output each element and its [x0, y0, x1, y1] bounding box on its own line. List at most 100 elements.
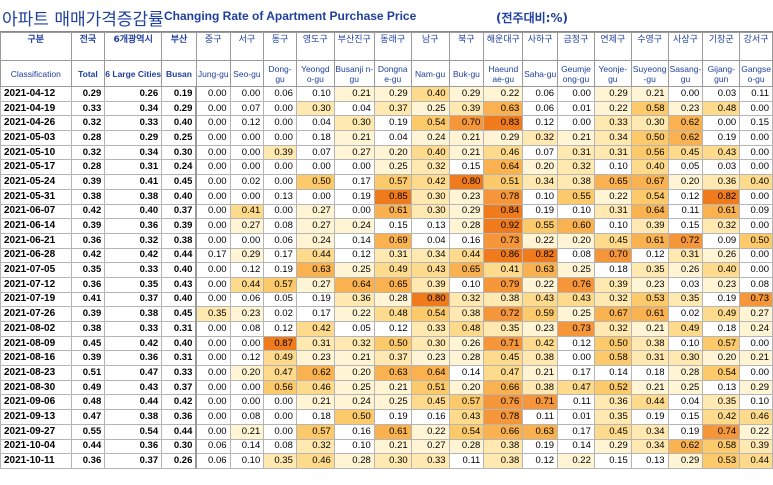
- rate-cell: 0.12: [667, 188, 704, 205]
- rate-cell: 0.20: [557, 232, 595, 249]
- rate-cell: 0.18: [295, 409, 335, 425]
- rate-cell: 0.82: [522, 247, 559, 264]
- rate-cell: 0.10: [333, 438, 375, 455]
- rate-cell: 0.05: [263, 291, 297, 308]
- row-date: 2021-04-12: [0, 86, 72, 102]
- rate-cell: 0.50: [333, 409, 375, 425]
- rate-cell: 0.32: [70, 115, 106, 132]
- rate-cell: 0.34: [593, 130, 632, 146]
- rate-cell: 0.00: [739, 335, 773, 352]
- rate-cell: 0.00: [557, 350, 595, 367]
- rate-cell: 0.70: [593, 247, 632, 264]
- rate-cell: 0.00: [195, 218, 231, 234]
- column-header-ko: 구분: [0, 32, 72, 61]
- column-header-ko: 사하구: [522, 32, 559, 61]
- rate-cell: 0.49: [373, 262, 412, 278]
- row-date: 2021-06-14: [0, 218, 72, 234]
- rate-cell: 0.40: [161, 188, 198, 205]
- rate-cell: 0.23: [522, 321, 559, 337]
- rate-cell: 0.33: [161, 365, 198, 381]
- rate-cell: 0.00: [295, 188, 335, 205]
- rate-cell: 0.18: [593, 262, 632, 278]
- rate-cell: 0.00: [229, 144, 265, 161]
- title-unit: (전주대비:%): [496, 11, 568, 25]
- rate-cell: 0.09: [739, 203, 773, 220]
- rate-cell: 0.00: [195, 262, 231, 278]
- rate-cell: 0.39: [70, 306, 106, 322]
- column-header-ko: 연제구: [593, 32, 632, 61]
- rate-cell: 0.74: [702, 423, 741, 440]
- table-row: 2021-08-16 0.39 0.36 0.31 0.00 0.12 0.49 0.23 0.…: [0, 350, 773, 367]
- rate-cell: 0.50: [373, 335, 412, 352]
- rate-cell: 0.51: [410, 379, 450, 396]
- rate-cell: 0.15: [448, 159, 485, 176]
- rate-cell: 0.31: [373, 247, 412, 264]
- rate-cell: 0.39: [593, 276, 632, 293]
- rate-cell: 0.28: [70, 130, 106, 146]
- rate-cell: 0.78: [483, 188, 524, 205]
- rate-cell: 0.50: [630, 130, 669, 146]
- rate-cell: 0.44: [739, 453, 773, 469]
- table-row: 2021-10-04 0.44 0.36 0.30 0.06 0.14 0.08 0.32 0.…: [0, 438, 773, 455]
- rate-cell: 0.63: [295, 262, 335, 278]
- rate-cell: 0.44: [630, 394, 669, 411]
- rate-cell: 0.29: [161, 100, 198, 117]
- rate-cell: 0.33: [593, 115, 632, 132]
- rate-cell: 0.37: [104, 453, 163, 469]
- rate-cell: 0.38: [104, 188, 163, 205]
- rate-cell: 0.34: [104, 144, 163, 161]
- rate-cell: 0.00: [195, 188, 231, 205]
- rate-cell: 0.63: [522, 262, 559, 278]
- rate-cell: 0.64: [333, 276, 375, 293]
- rate-cell: 0.21: [333, 130, 375, 146]
- table-row: 2021-09-13 0.47 0.38 0.36 0.00 0.08 0.00 0.18 0.…: [0, 409, 773, 425]
- row-date: 2021-08-23: [0, 365, 72, 381]
- rate-cell: 0.19: [702, 291, 741, 308]
- rate-cell: 0.49: [667, 321, 704, 337]
- rate-cell: 0.40: [161, 115, 198, 132]
- table-row: 2021-06-28 0.42 0.42 0.44 0.17 0.29 0.17 0.44 0.…: [0, 247, 773, 264]
- rate-cell: 0.25: [161, 130, 198, 146]
- rate-cell: 0.46: [739, 409, 773, 425]
- rate-cell: 0.12: [229, 115, 265, 132]
- rate-cell: 0.84: [483, 203, 524, 220]
- rate-cell: 0.04: [295, 115, 335, 132]
- table-row: 2021-04-26 0.32 0.33 0.40 0.00 0.12 0.00 0.04 0.…: [0, 115, 773, 132]
- rate-cell: 0.21: [448, 144, 485, 161]
- rate-cell: 0.10: [229, 453, 265, 469]
- rate-cell: 0.69: [373, 232, 412, 249]
- rate-cell: 0.32: [104, 232, 163, 249]
- rate-cell: 0.29: [373, 86, 412, 102]
- rate-cell: 0.00: [739, 247, 773, 264]
- rate-cell: 0.45: [667, 144, 704, 161]
- rate-cell: 0.15: [739, 115, 773, 132]
- rate-cell: 0.61: [373, 203, 412, 220]
- column-header-ko: 북구: [448, 32, 485, 61]
- rate-cell: 0.25: [410, 100, 450, 117]
- rate-cell: 0.44: [161, 247, 198, 264]
- table-row: 2021-05-10 0.32 0.34 0.30 0.00 0.00 0.39 0.07 0.…: [0, 144, 773, 161]
- rate-cell: 0.28: [448, 438, 485, 455]
- rate-cell: 0.15: [593, 453, 632, 469]
- rate-cell: 0.21: [630, 379, 669, 396]
- rate-cell: 0.00: [195, 335, 231, 352]
- rate-cell: 0.48: [373, 306, 412, 322]
- column-header-ko: 부산: [161, 32, 197, 61]
- rate-cell: 0.12: [522, 115, 559, 132]
- rate-cell: 0.00: [195, 379, 231, 396]
- rate-cell: 0.63: [373, 365, 412, 381]
- rate-cell: 0.66: [483, 423, 524, 440]
- rate-cell: 0.21: [522, 365, 559, 381]
- rate-cell: 0.04: [410, 232, 450, 249]
- rate-cell: 0.42: [70, 203, 106, 220]
- column-header-en: Gangse o-gu: [739, 60, 773, 87]
- rate-cell: 0.19: [667, 423, 704, 440]
- column-header-en: Buk-gu: [448, 60, 485, 87]
- column-header-en: Suyeong -gu: [630, 60, 669, 87]
- rate-cell: 0.13: [410, 218, 450, 234]
- column-header-ko: 동래구: [373, 32, 412, 61]
- rate-cell: 0.00: [229, 130, 265, 146]
- rate-cell: 0.00: [229, 394, 265, 411]
- rate-cell: 0.42: [410, 174, 450, 190]
- rate-cell: 0.19: [373, 409, 412, 425]
